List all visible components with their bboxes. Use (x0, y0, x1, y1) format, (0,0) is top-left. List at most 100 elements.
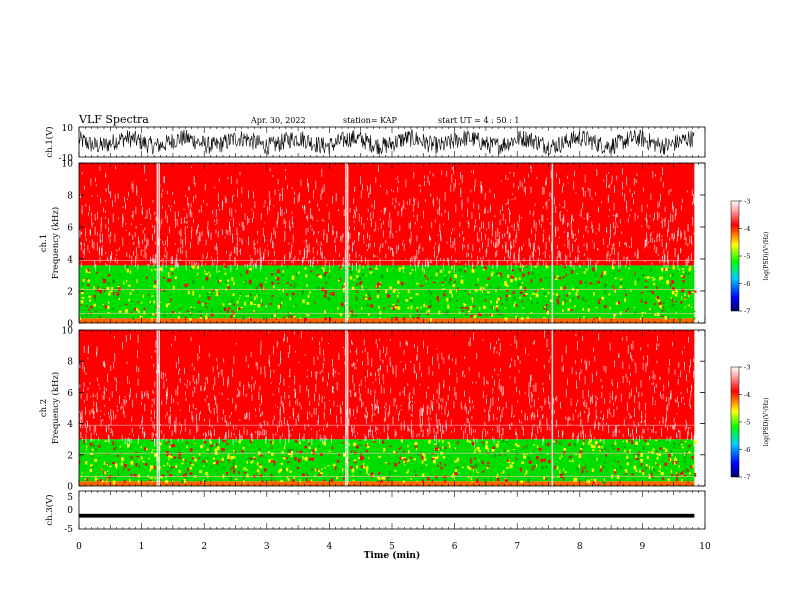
spectrogram-texture (556, 275, 559, 277)
spectrogram-speckle (367, 411, 368, 418)
spectrogram-speckle (437, 234, 439, 236)
spectrogram-speckle (386, 364, 388, 373)
spectrogram-speckle (171, 205, 173, 208)
spectrogram-texture (416, 282, 419, 285)
spectrogram-speckle (409, 429, 410, 432)
spectrogram-speckle (369, 433, 371, 435)
spectrogram-speckle (654, 417, 656, 420)
spectrogram-speckle (125, 205, 126, 210)
spectrogram-speckle (216, 264, 218, 273)
spectrogram-speckle (255, 263, 257, 270)
spectrogram-speckle (89, 250, 90, 254)
spectrogram-texture (532, 451, 535, 453)
spectrogram-speckle (116, 249, 118, 252)
spectrogram-texture (677, 443, 680, 447)
spectrogram-speckle (259, 247, 261, 256)
spectrogram-speckle (374, 200, 375, 210)
spectrogram-speckle (426, 410, 428, 415)
spectrogram-texture (467, 310, 471, 313)
spectrogram-speckle (99, 387, 101, 390)
spectrogram-texture (261, 287, 263, 290)
spectrogram-texture (496, 477, 500, 482)
spectrogram-speckle (632, 359, 634, 362)
spectrogram-speckle (351, 339, 352, 345)
spectrogram-speckle (129, 232, 131, 235)
spectrogram-speckle (222, 201, 223, 211)
spectrogram-texture (296, 467, 300, 470)
spectrogram-speckle (684, 403, 685, 405)
spectrogram-texture (371, 472, 374, 476)
spectrogram-texture (616, 447, 620, 451)
spectrogram-speckle (306, 250, 308, 256)
spectrogram-speckle (441, 170, 443, 175)
spectrogram-speckle (430, 193, 432, 197)
spectrogram-speckle (79, 230, 81, 238)
spectrogram-speckle (550, 170, 552, 179)
spectrogram-speckle (359, 397, 361, 400)
spectrogram-texture (519, 467, 522, 472)
spectrogram-speckle (259, 386, 261, 391)
spectrogram-speckle (547, 218, 549, 220)
spectrogram-texture (414, 442, 418, 446)
spectrogram-speckle (80, 262, 82, 268)
spectrogram-texture (635, 469, 638, 473)
spectrogram-speckle (397, 180, 399, 183)
spectrogram-speckle (130, 334, 131, 341)
spectrogram-speckle (462, 231, 463, 235)
spectrogram-speckle (569, 417, 571, 420)
spectrogram-texture (368, 457, 370, 459)
spectrogram-texture (204, 479, 207, 483)
spectrogram-texture (227, 279, 230, 282)
spectrogram-speckle (179, 258, 181, 261)
spectrogram-texture (599, 449, 601, 452)
spectrogram-texture (208, 317, 210, 319)
spectrogram-texture (688, 266, 692, 271)
spectrogram-speckle (144, 403, 146, 412)
spectrogram-texture (480, 286, 482, 289)
spectrogram-speckle (255, 431, 257, 434)
spectrogram-speckle (597, 228, 599, 230)
spectrogram-speckle (331, 386, 333, 392)
spectrogram-speckle (250, 437, 252, 442)
spectrogram-texture (117, 285, 120, 288)
spectrogram-speckle (528, 381, 530, 391)
spectrogram-texture (601, 448, 603, 451)
spectrogram-speckle (418, 184, 420, 187)
spectrogram-texture (381, 477, 383, 480)
spectrogram-texture (505, 294, 509, 298)
spectrogram-texture (379, 311, 382, 315)
spectrogram-speckle (132, 183, 134, 193)
spectrogram-speckle (465, 427, 466, 434)
spectrogram-speckle (253, 240, 255, 249)
spectrogram-speckle (261, 398, 262, 405)
spectrogram-texture (135, 462, 138, 467)
spectrogram-texture (279, 304, 281, 308)
spectrogram-texture (454, 472, 458, 476)
spectrogram-speckle (207, 225, 209, 234)
spectrogram-speckle (352, 342, 353, 345)
spectrogram-texture (310, 452, 313, 454)
spectrogram-texture (648, 308, 652, 310)
spectrogram-texture (365, 450, 368, 453)
spectrogram-speckle (546, 200, 548, 210)
spectrogram-speckle (362, 350, 363, 353)
spectrogram-texture (647, 451, 651, 453)
spectrogram-speckle (199, 345, 200, 353)
spectrogram-speckle (566, 175, 568, 179)
spectrogram-texture (562, 301, 564, 306)
spectrogram-speckle (284, 254, 286, 259)
spectrogram-speckle (195, 408, 196, 410)
spectrogram-speckle (197, 226, 198, 234)
ch1-colorbar-label: log(PSD)(V²/Hz) (763, 232, 770, 281)
spectrogram-texture (437, 299, 439, 303)
colorbar-tick-label: -5 (744, 419, 750, 427)
spectrogram-texture (469, 306, 473, 310)
spectrogram-speckle (497, 228, 499, 237)
spectrogram-speckle (221, 417, 223, 421)
spectrogram-texture (149, 266, 151, 269)
spectrogram-texture (684, 271, 687, 275)
spectrogram-speckle (382, 359, 384, 364)
spectrogram-speckle (507, 226, 509, 234)
spectrogram-texture (379, 285, 381, 288)
spectrogram-texture (423, 303, 426, 308)
